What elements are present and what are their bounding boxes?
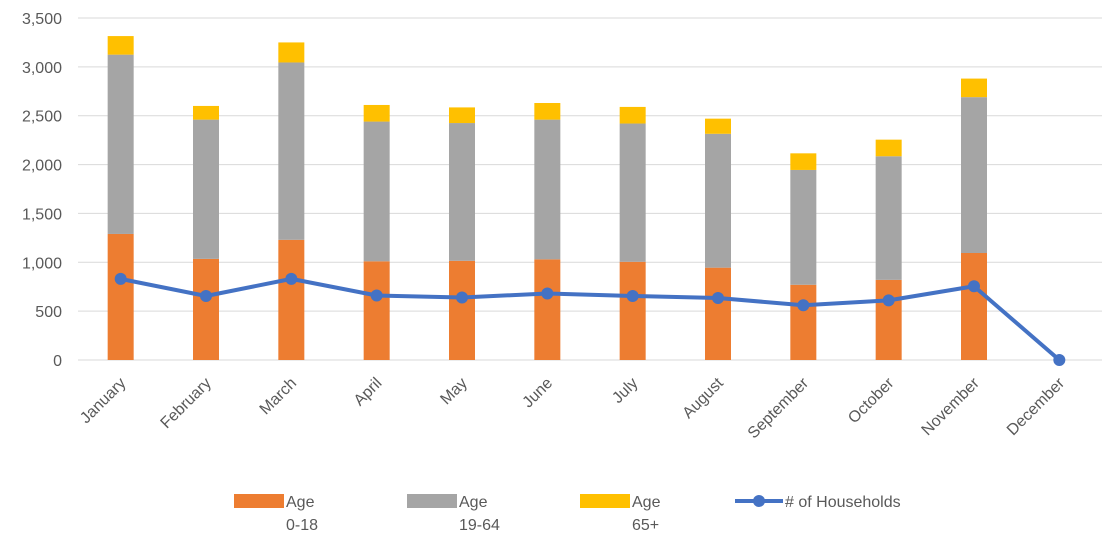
- legend-item: Age 19-64: [407, 494, 500, 534]
- bar-segment-3: [790, 153, 817, 170]
- x-tick-label: December: [1004, 374, 1069, 439]
- x-axis-tick-labels: January February March April May June July Augu…: [77, 374, 1068, 442]
- legend-label-line2: 65+: [632, 517, 659, 534]
- bar-segment-2: [107, 54, 134, 234]
- bar-segment-2: [193, 119, 219, 259]
- bar-segment-1: [705, 267, 731, 360]
- y-tick-label: 500: [35, 304, 62, 321]
- bar-segment-3: [193, 105, 219, 120]
- x-tick-label: January: [77, 375, 129, 427]
- bar-segment-2: [790, 169, 817, 285]
- bar-segment-3: [107, 36, 134, 55]
- bar-segment-1: [534, 259, 561, 360]
- households-point: [456, 291, 468, 304]
- x-tick-label: April: [351, 375, 386, 410]
- y-tick-label: 0: [53, 353, 62, 370]
- bar-segment-3: [534, 103, 561, 120]
- legend-item: # of Households: [735, 494, 901, 511]
- legend-label: Age: [632, 494, 661, 511]
- bar-segment-1: [363, 261, 390, 360]
- y-axis-tick-labels: 0 500 1,000 1,500 2,000 2,500 3,000 3,500: [22, 11, 62, 370]
- bar-segment-3: [278, 42, 305, 63]
- households-line-series: [114, 272, 1066, 366]
- legend-label: Age: [286, 494, 315, 511]
- y-tick-label: 2,000: [22, 158, 62, 175]
- bar-segment-1: [875, 279, 902, 360]
- y-tick-label: 1,500: [22, 206, 62, 223]
- x-tick-label: August: [680, 374, 728, 422]
- x-tick-label: November: [919, 374, 984, 439]
- bar-segment-3: [363, 104, 390, 122]
- bar-segment-3: [449, 107, 475, 124]
- x-tick-label: June: [520, 375, 557, 412]
- households-point: [285, 272, 298, 285]
- bar-series: [107, 36, 987, 360]
- x-tick-label: October: [845, 374, 898, 427]
- bar-segment-2: [363, 121, 390, 262]
- households-point: [626, 289, 639, 302]
- x-tick-label: March: [257, 375, 300, 418]
- y-tick-label: 3,000: [22, 60, 62, 77]
- bar-segment-1: [790, 284, 817, 360]
- legend-label-line2: 0-18: [286, 517, 318, 534]
- households-point: [1053, 354, 1066, 366]
- bar-segment-2: [278, 62, 305, 240]
- legend: Age 0-18 Age 19-64 Age 65+ # of Households: [234, 494, 901, 534]
- legend-label: Age: [459, 494, 488, 511]
- legend-swatch: [407, 494, 457, 508]
- bar-segment-1: [278, 239, 305, 360]
- bar-segment-2: [961, 97, 987, 254]
- legend-item: Age 65+: [580, 494, 661, 534]
- bar-segment-1: [449, 260, 475, 360]
- households-point: [370, 289, 383, 302]
- bar-segment-1: [193, 258, 219, 360]
- bar-segment-2: [534, 119, 561, 260]
- bar-segment-2: [619, 123, 646, 262]
- households-point: [541, 287, 554, 300]
- x-tick-label: July: [609, 375, 641, 407]
- households-line: [120, 276, 1061, 362]
- households-point: [114, 272, 127, 285]
- y-tick-label: 2,500: [22, 109, 62, 126]
- bar-segment-1: [107, 233, 134, 360]
- legend-swatch: [580, 494, 630, 508]
- legend-label-line2: 19-64: [459, 517, 500, 534]
- x-tick-label: September: [745, 374, 813, 442]
- bar-segment-2: [875, 156, 902, 280]
- bar-segment-2: [705, 133, 731, 268]
- gridlines: [78, 17, 1102, 361]
- bar-segment-3: [705, 118, 731, 134]
- households-point: [200, 289, 212, 302]
- bar-segment-3: [619, 106, 646, 124]
- y-tick-label: 3,500: [22, 11, 62, 28]
- x-tick-label: May: [437, 375, 470, 408]
- bar-segment-2: [449, 123, 475, 261]
- legend-swatch: [234, 494, 284, 508]
- legend-marker: [753, 495, 765, 507]
- bar-segment-3: [875, 139, 902, 157]
- households-point: [882, 294, 895, 307]
- bar-segment-3: [961, 78, 987, 98]
- households-point: [968, 280, 980, 293]
- y-tick-label: 1,000: [22, 255, 62, 272]
- households-point: [712, 291, 724, 304]
- bar-segment-1: [619, 261, 646, 360]
- legend-item: Age 0-18: [234, 494, 318, 534]
- x-tick-label: February: [158, 375, 215, 432]
- bar-segment-1: [961, 253, 987, 360]
- households-point: [797, 299, 810, 312]
- legend-label: # of Households: [785, 494, 901, 511]
